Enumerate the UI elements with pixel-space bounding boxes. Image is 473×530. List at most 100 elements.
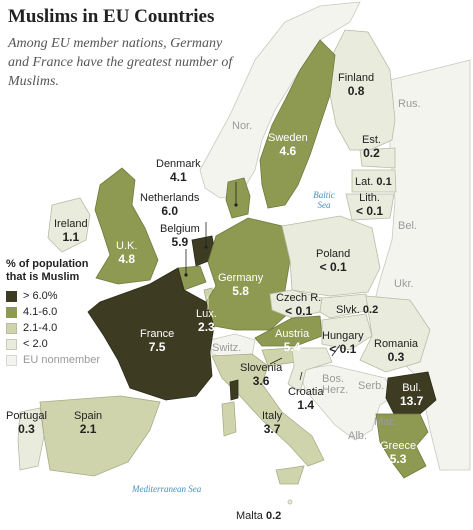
sweden-value: 4.6 (279, 144, 297, 158)
netherlands-label: Netherlands 6.0 (140, 192, 199, 218)
legend-label: > 6.0% (23, 290, 58, 302)
france-label: France 7.5 (140, 328, 174, 354)
czech-label: Czech R. < 0.1 (276, 292, 321, 318)
denmark-leader-dot (234, 203, 238, 207)
slovenia-label: Slovenia 3.6 (240, 362, 282, 388)
slovenia-value: 3.6 (252, 374, 270, 388)
legend-item-over-6: > 6.0% (6, 288, 111, 304)
spain-label: Spain 2.1 (74, 410, 102, 436)
finland-value: 0.8 (347, 84, 365, 98)
albania-label: Alb. (348, 430, 367, 442)
poland-shape (281, 215, 381, 297)
legend-item-2-1-4: 2.1-4.0 (6, 320, 111, 336)
latvia-label: Lat. 0.1 (355, 176, 392, 189)
hungary-shape (321, 313, 373, 351)
ireland-shape (47, 197, 91, 253)
greece-label: Greece 5.3 (380, 440, 416, 466)
croatia-leader (299, 371, 303, 381)
italy-label: Italy 3.7 (262, 410, 282, 436)
estonia-label: Est. 0.2 (362, 134, 381, 160)
italy-value: 3.7 (263, 422, 281, 436)
croatia-shape (287, 347, 333, 393)
macedonia-label: Mac. (374, 416, 398, 428)
hungary-leader (331, 344, 341, 357)
slovakia-label: Slvk. 0.2 (336, 304, 378, 317)
slovakia-value: 0.2 (362, 304, 379, 316)
greece-name: Greece (380, 440, 417, 452)
ireland-value: 1.1 (62, 230, 80, 244)
legend-label: 4.1-6.0 (23, 306, 58, 318)
sweden-name: Sweden (268, 132, 308, 144)
map-title: Muslims in EU Countries (8, 6, 215, 27)
sweden-label: Sweden 4.6 (268, 132, 308, 158)
legend-item-under-2: < 2.0 (6, 336, 111, 352)
czech-name: Czech R. (276, 292, 322, 304)
slovenia-name: Slovenia (240, 362, 283, 374)
legend-label: 2.1-4.0 (23, 322, 58, 334)
belgium-value: 5.9 (171, 235, 189, 249)
legend-item-nonmember: EU nonmember (6, 352, 111, 368)
slovakia-shape (319, 293, 371, 319)
switzerland-label: Switz. (212, 342, 242, 354)
poland-name: Poland (316, 248, 351, 260)
malta-dot (287, 499, 293, 505)
corsica-shape (229, 379, 239, 401)
czech-value: < 0.1 (285, 304, 313, 318)
bulgaria-value: 13.7 (400, 394, 424, 408)
austria-name: Austria (275, 328, 310, 340)
finland-label: Finland 0.8 (338, 72, 374, 98)
france-shape (87, 267, 215, 401)
legend-swatch (6, 322, 17, 334)
germany-label: Germany 5.8 (218, 272, 263, 298)
map-subtitle: Among EU member nations, Germany and Fra… (8, 36, 233, 89)
legend-title: % of population that is Muslim (6, 258, 89, 283)
croatia-label: Croatia 1.4 (288, 386, 323, 412)
legend-swatch (6, 338, 17, 350)
lithuania-name: Lith. (359, 192, 380, 204)
romania-name: Romania (374, 338, 419, 350)
italy-shape (211, 353, 325, 467)
bosnia-label: Bos. Herz. (322, 373, 349, 396)
france-name: France (140, 328, 175, 340)
lithuania-label: Lith. < 0.1 (356, 192, 383, 218)
latvia-shape (351, 169, 397, 193)
sweden-shape (259, 39, 336, 209)
malta-name: Malta (236, 510, 263, 522)
croatia-value: 1.4 (297, 398, 315, 412)
ireland-name: Ireland (54, 218, 88, 230)
romania-label: Romania 0.3 (374, 338, 418, 364)
estonia-value: 0.2 (363, 146, 380, 160)
uk-value: 4.8 (118, 252, 136, 266)
netherlands-leader-dot (204, 245, 208, 249)
austria-value: 5.4 (283, 340, 301, 354)
legend-label: < 2.0 (23, 338, 48, 350)
hungary-name: Hungary (322, 330, 364, 342)
lithuania-shape (345, 193, 395, 221)
greece-shape (375, 413, 429, 479)
legend-item-4-1-6: 4.1-6.0 (6, 304, 111, 320)
portugal-shape (17, 407, 45, 471)
spain-value: 2.1 (79, 422, 97, 436)
netherlands-name: Netherlands (140, 192, 200, 204)
denmark-label: Denmark 4.1 (156, 158, 201, 184)
ukraine-label: Ukr. (394, 278, 414, 290)
malta-value: 0.2 (265, 510, 282, 522)
denmark-value: 4.1 (169, 170, 187, 184)
map-legend: % of population that is Muslim > 6.0% 4.… (6, 258, 111, 368)
slovenia-leader (269, 357, 283, 365)
luxembourg-value: 2.3 (198, 320, 215, 334)
france-value: 7.5 (148, 340, 166, 354)
belarus-label: Bel. (398, 220, 417, 232)
sicily-shape (275, 465, 305, 485)
legend-swatch (6, 290, 17, 302)
sardinia-shape (221, 401, 237, 437)
belgium-name: Belgium (160, 223, 200, 235)
denmark-shape (225, 177, 251, 219)
malta-label: Malta 0.2 (236, 510, 281, 523)
hungary-value: < 0.1 (329, 342, 357, 356)
estonia-name: Est. (362, 134, 381, 146)
greece-value: 5.3 (389, 452, 407, 466)
romania-value: 0.3 (387, 350, 405, 364)
luxembourg-name: Lux. (196, 308, 217, 320)
